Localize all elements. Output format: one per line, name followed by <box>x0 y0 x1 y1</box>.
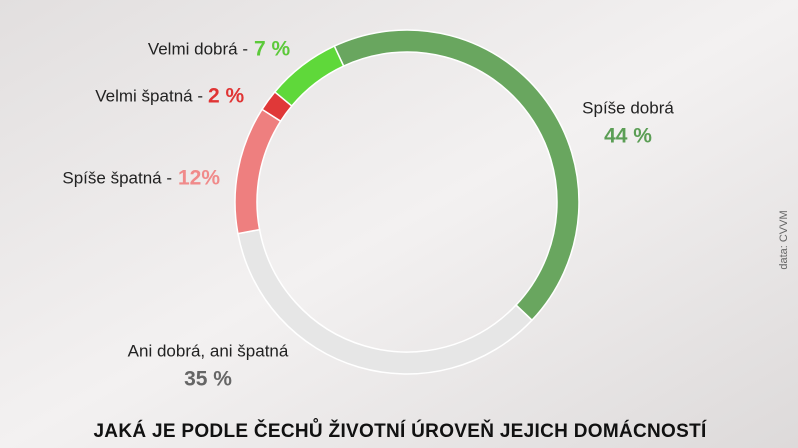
value-label: 7 % <box>254 38 291 61</box>
category-label: Velmi špatná - <box>95 86 203 105</box>
value-label: 12% <box>178 167 220 190</box>
category-label: Ani dobrá, ani špatná <box>128 341 289 360</box>
chart-title: JAKÁ JE PODLE ČECHŮ ŽIVOTNÍ ÚROVEŇ JEJIC… <box>93 419 707 442</box>
donut-segment <box>273 45 345 108</box>
category-label: Velmi dobrá - <box>148 39 248 58</box>
value-label: 44 % <box>604 125 652 148</box>
category-label: Spíše dobrá <box>582 98 674 117</box>
category-label: Spíše špatná - <box>62 168 172 187</box>
source: data: CVVM <box>778 210 790 269</box>
value-label: 2 % <box>208 85 245 108</box>
value-label: 35 % <box>184 368 232 391</box>
